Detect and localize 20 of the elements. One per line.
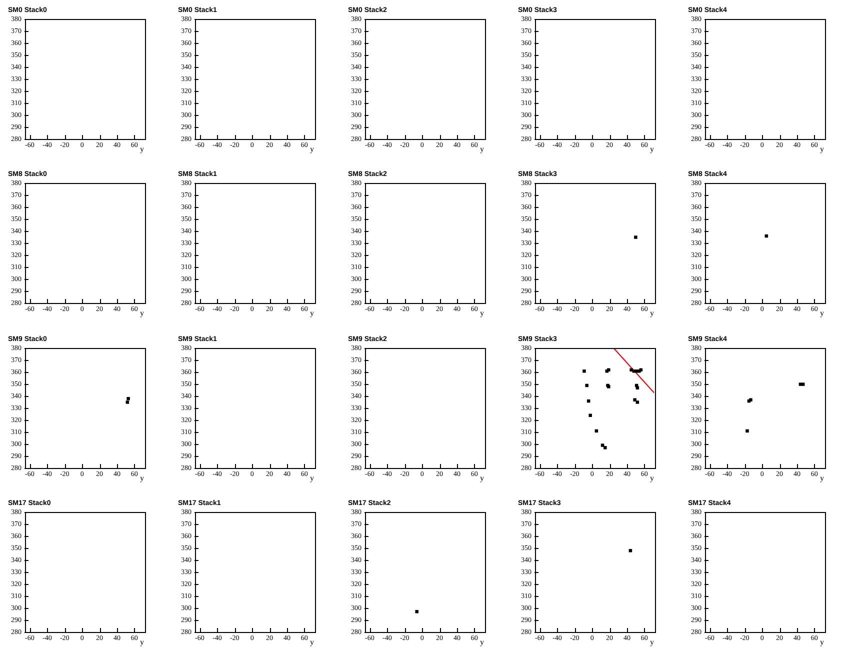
x-axis-title: y (140, 637, 144, 646)
x-axis-title: y (480, 144, 484, 154)
x-axis-title: y (650, 473, 654, 482)
x-axis-title: y (820, 473, 824, 482)
x-axis-title: y (480, 308, 484, 318)
x-axis-title: y (650, 637, 654, 646)
x-axis-title: y (480, 473, 484, 482)
x-axis-title: y (140, 473, 144, 482)
x-axis-title: y (650, 308, 654, 318)
x-axis-title: y (650, 144, 654, 154)
x-axis-title: y (310, 637, 314, 646)
x-axis-title: y (140, 144, 144, 154)
x-axis-title: y (310, 473, 314, 482)
x-axis-title: y (480, 637, 484, 646)
x-axis-title: y (140, 308, 144, 318)
x-axis-title: y (310, 144, 314, 154)
x-axis-title: y (820, 637, 824, 646)
x-axis-title: y (310, 308, 314, 318)
x-axis-title: y (820, 144, 824, 154)
x-axis-title: y (820, 308, 824, 318)
